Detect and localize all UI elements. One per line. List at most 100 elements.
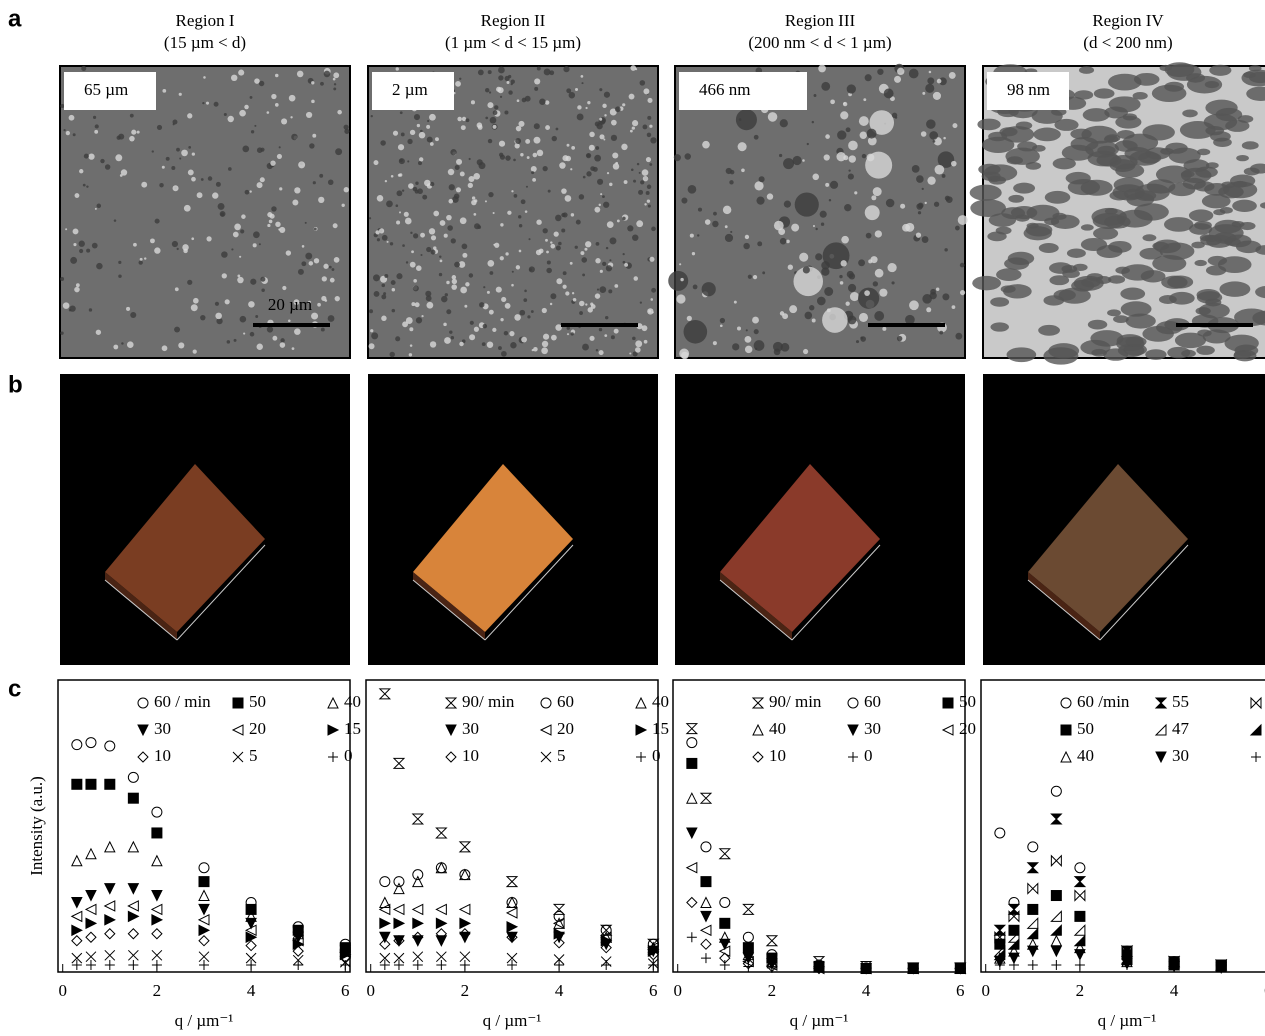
sem-grain: [456, 159, 462, 165]
sem-grain: [573, 298, 577, 302]
sem-grain: [260, 177, 265, 182]
legend-marker: [848, 752, 858, 762]
sem-grain: [298, 269, 304, 275]
legend-label: 10: [462, 746, 479, 765]
sem-grain: [607, 172, 609, 174]
marker: [1051, 856, 1061, 866]
sem-grain: [1094, 88, 1115, 98]
sem-grain: [224, 113, 227, 116]
legend-marker: [138, 698, 148, 708]
sem-grain: [680, 278, 683, 281]
sem-grain: [469, 158, 471, 160]
marker: [1028, 918, 1038, 928]
sem-grain: [768, 112, 778, 122]
sem-grain: [305, 253, 312, 260]
sem-grain: [76, 283, 80, 287]
marker: [152, 807, 162, 817]
sem-grain: [63, 302, 70, 309]
sem-grain: [1073, 264, 1088, 271]
sem-grain: [1051, 215, 1080, 229]
sem-grain: [550, 303, 552, 305]
legend-marker: [233, 725, 243, 735]
sem-grain: [440, 260, 443, 263]
legend-marker: [1061, 752, 1071, 762]
marker: [701, 939, 711, 949]
sem-grain: [563, 271, 567, 275]
sem-grain: [1165, 62, 1195, 77]
sem-grain: [439, 273, 442, 276]
marker: [1009, 960, 1019, 970]
sem-grain: [589, 336, 594, 341]
sem-grain: [1126, 313, 1156, 328]
sem-grain: [118, 261, 121, 264]
legend-label: 20: [959, 719, 976, 738]
sem-grain: [451, 238, 456, 243]
sem-grain: [627, 225, 633, 231]
sem-grain: [561, 188, 567, 194]
marker: [86, 779, 96, 789]
sem-grain: [500, 318, 503, 321]
sem-grain: [144, 257, 146, 259]
marker: [152, 915, 162, 925]
sem-grain: [875, 230, 882, 237]
sem-grain: [725, 234, 733, 242]
sem-grain: [1048, 343, 1079, 358]
sem-grain: [825, 183, 829, 187]
sem-grain: [848, 316, 857, 325]
sem-grain: [409, 327, 413, 331]
sem-grain: [257, 182, 263, 188]
sem-grain: [280, 338, 284, 342]
marker: [460, 918, 470, 928]
x-tick-label: 0: [366, 981, 375, 1000]
sem-grain: [754, 135, 759, 140]
marker: [687, 863, 697, 873]
sem-grain: [812, 121, 814, 123]
sem-grain: [550, 244, 555, 249]
sem-grain: [942, 293, 949, 300]
sem-grain: [929, 71, 932, 74]
sem-grain: [847, 84, 856, 93]
marker: [1075, 877, 1085, 887]
sem-grain: [446, 281, 449, 284]
sem-grain: [335, 148, 342, 155]
sem-grain: [732, 343, 739, 350]
sem-grain: [611, 135, 617, 141]
sem-grain: [582, 273, 585, 276]
sem-grain: [531, 166, 537, 172]
sem-grain: [639, 172, 641, 174]
sem-grain: [622, 103, 625, 106]
sem-grain: [410, 262, 416, 268]
sem-grain: [498, 346, 502, 350]
sem-grain: [81, 66, 86, 71]
sem-grain: [500, 96, 502, 98]
sem-grain: [918, 211, 921, 214]
sem-grain: [818, 65, 826, 73]
sem-grain: [208, 176, 212, 180]
sem-grain: [281, 118, 287, 124]
x-tick-label: 2: [461, 981, 470, 1000]
sem-grain: [846, 127, 851, 132]
sem-grain: [93, 116, 96, 119]
legend-marker: [138, 752, 148, 762]
sem-grain: [545, 100, 549, 104]
sem-grain: [1074, 276, 1104, 291]
sem-grain: [60, 104, 64, 108]
sem-grain: [330, 278, 335, 283]
marker: [199, 877, 209, 887]
legend-marker: [636, 752, 646, 762]
sem-grain: [487, 341, 493, 347]
sem-grain: [537, 150, 544, 157]
sem-grain: [396, 220, 400, 224]
sem-grain: [70, 257, 77, 264]
sem-grain: [202, 102, 204, 104]
sem-grain: [251, 130, 254, 133]
sem-grain: [1220, 207, 1233, 214]
sem-grain: [1091, 208, 1126, 226]
sem-grain: [472, 196, 475, 199]
sem-grain: [581, 257, 587, 263]
legend-marker: [328, 752, 338, 762]
sem-grain: [492, 328, 496, 332]
marker: [701, 842, 711, 852]
sem-grain: [518, 215, 521, 218]
sem-grain: [805, 312, 813, 320]
